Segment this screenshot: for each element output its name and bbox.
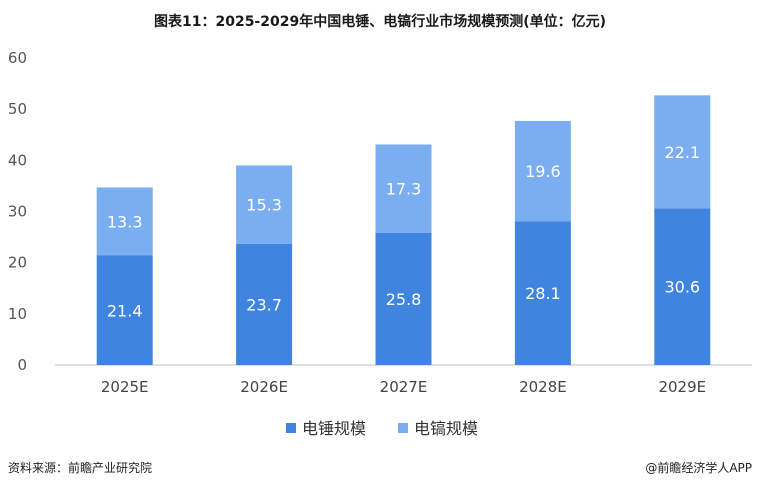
x-tick-label: 2025E	[101, 378, 149, 396]
bar-diangao-2027E	[375, 144, 432, 233]
bar-diangao-2026E	[236, 165, 293, 244]
x-axis: 2025E 2026E 2027E 2028E 2029E	[101, 378, 706, 396]
bar-dianchui-2029E	[654, 208, 711, 365]
y-tick-label: 40	[8, 151, 27, 169]
source-note: 资料来源：前瞻产业研究院	[8, 460, 152, 475]
legend-label: 电镐规模	[414, 419, 478, 438]
bar-dianchui-2026E	[236, 243, 293, 365]
y-tick-label: 30	[8, 203, 27, 221]
bar-dianchui-2028E	[514, 221, 571, 365]
bar-value-label: 21.4	[107, 301, 143, 320]
bar-value-label: 23.7	[246, 295, 282, 314]
bar-diangao-2029E	[654, 95, 711, 209]
y-tick-label: 60	[8, 49, 27, 67]
bar-diangao-2025E	[96, 187, 153, 256]
bar-value-label: 28.1	[525, 284, 561, 303]
bar-value-label: 19.6	[525, 162, 561, 181]
y-axis: 0 10 20 30 40 50 60	[8, 49, 27, 374]
x-tick-label: 2026E	[240, 378, 288, 396]
y-tick-label: 50	[8, 100, 27, 118]
bar-value-label: 30.6	[664, 278, 700, 297]
y-tick-label: 10	[8, 305, 27, 323]
brand-credit: @前瞻经济学人APP	[645, 460, 752, 475]
x-tick-label: 2027E	[380, 378, 428, 396]
chart-title: 图表11：2025-2029年中国电锤、电镐行业市场规模预测(单位：亿元)	[154, 13, 606, 30]
y-tick-label: 20	[8, 254, 27, 272]
legend: 电锤规模 电镐规模	[286, 419, 478, 438]
legend-label: 电锤规模	[302, 419, 366, 438]
bar-dianchui-2027E	[375, 232, 432, 365]
x-tick-label: 2028E	[519, 378, 567, 396]
bars-group: 21.4 13.3 23.7 15.3 25.8 17.3 28.1 19.6 30.6 22.1	[96, 95, 711, 365]
bar-value-label: 13.3	[107, 212, 143, 231]
bar-value-label: 25.8	[386, 290, 422, 309]
x-tick-label: 2029E	[658, 378, 706, 396]
y-tick-label: 0	[17, 356, 27, 374]
bar-diangao-2028E	[514, 120, 571, 222]
legend-swatch	[286, 423, 296, 433]
bar-value-label: 15.3	[246, 196, 282, 215]
bar-value-label: 17.3	[386, 180, 422, 199]
legend-swatch	[398, 423, 408, 433]
bar-value-label: 22.1	[664, 143, 700, 162]
bar-dianchui-2025E	[96, 255, 153, 365]
